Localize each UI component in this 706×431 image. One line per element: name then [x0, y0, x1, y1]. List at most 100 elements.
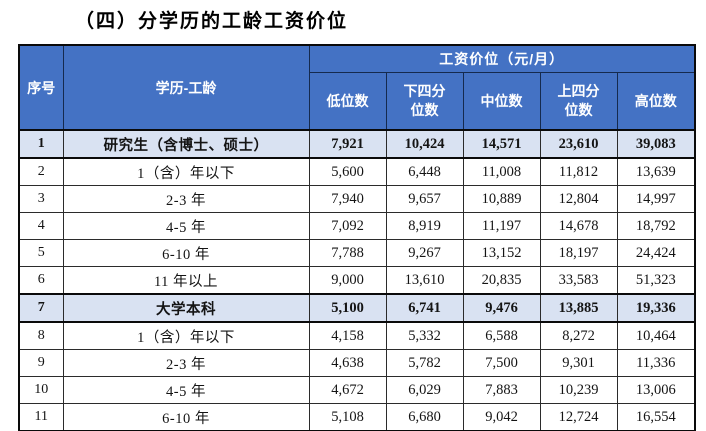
value-cell: 51,323	[616, 266, 696, 295]
table-body: 1 研究生（含博士、硕士） 7,921 10,424 14,571 23,610 39,08…	[18, 129, 696, 431]
col-header-stat-label: 下四分位数	[403, 83, 446, 118]
row-no-cell: 11	[18, 403, 64, 431]
row-no-cell: 2	[18, 157, 64, 186]
value-cell: 6,448	[385, 157, 464, 186]
value-cell: 9,476	[462, 293, 541, 323]
row-no-cell: 1	[18, 129, 64, 159]
value-cell: 4,638	[308, 349, 387, 377]
value-cell: 7,883	[462, 376, 541, 404]
value-cell: 14,571	[462, 129, 541, 159]
value-cell: 5,600	[308, 157, 387, 186]
value-cell: 10,424	[385, 129, 464, 159]
row-label-cell: 2-3 年	[62, 349, 310, 377]
row-label-cell: 大学本科	[62, 293, 310, 323]
table-row-7: 7 大学本科 5,100 6,741 9,476 13,885 19,336	[18, 293, 696, 323]
col-header-stat-2: 中位数	[462, 72, 541, 131]
table-header: 序号 学历-工龄 工资价位（元/月） 低位数 下四分位数 中位数 上四分位数 高位数	[18, 44, 696, 131]
table-row-8: 8 1（含）年以下 4,158 5,332 6,588 8,272 10,464	[18, 321, 696, 350]
value-cell: 33,583	[539, 266, 618, 295]
value-cell: 7,921	[308, 129, 387, 159]
row-no-cell: 5	[18, 239, 64, 267]
value-cell: 12,724	[539, 403, 618, 431]
value-cell: 10,239	[539, 376, 618, 404]
row-label-cell: 1（含）年以下	[62, 321, 310, 350]
table-row-11: 11 6-10 年 5,108 6,680 9,042 12,724 16,554	[18, 403, 696, 431]
value-cell: 13,006	[616, 376, 696, 404]
value-cell: 13,610	[385, 266, 464, 295]
col-header-stat-4: 高位数	[616, 72, 696, 131]
value-cell: 24,424	[616, 239, 696, 267]
value-cell: 13,639	[616, 157, 696, 186]
header-row-group: 序号 学历-工龄 工资价位（元/月）	[18, 44, 696, 131]
row-no-cell: 10	[18, 376, 64, 404]
value-cell: 11,336	[616, 349, 696, 377]
wage-table: 序号 学历-工龄 工资价位（元/月） 低位数 下四分位数 中位数 上四分位数 高位数 1…	[18, 44, 696, 431]
value-cell: 19,336	[616, 293, 696, 323]
value-cell: 4,158	[308, 321, 387, 350]
value-cell: 11,008	[462, 157, 541, 186]
table-row-6: 6 11 年以上 9,000 13,610 20,835 33,583 51,323	[18, 266, 696, 295]
value-cell: 13,152	[462, 239, 541, 267]
value-cell: 7,788	[308, 239, 387, 267]
col-header-wage-group: 工资价位（元/月）	[308, 44, 696, 73]
col-header-stat-0: 低位数	[308, 72, 387, 131]
col-header-stat-1: 下四分位数	[385, 72, 464, 131]
table-row-3: 3 2-3 年 7,940 9,657 10,889 12,804 14,997	[18, 185, 696, 213]
value-cell: 8,919	[385, 212, 464, 240]
value-cell: 9,267	[385, 239, 464, 267]
value-cell: 18,197	[539, 239, 618, 267]
value-cell: 10,889	[462, 185, 541, 213]
value-cell: 6,029	[385, 376, 464, 404]
row-no-cell: 9	[18, 349, 64, 377]
col-header-stat-3: 上四分位数	[539, 72, 618, 131]
value-cell: 14,678	[539, 212, 618, 240]
row-label-cell: 4-5 年	[62, 376, 310, 404]
value-cell: 7,940	[308, 185, 387, 213]
table-row-10: 10 4-5 年 4,672 6,029 7,883 10,239 13,006	[18, 376, 696, 404]
value-cell: 9,301	[539, 349, 618, 377]
row-no-cell: 4	[18, 212, 64, 240]
value-cell: 23,610	[539, 129, 618, 159]
value-cell: 6,741	[385, 293, 464, 323]
row-label-cell: 6-10 年	[62, 239, 310, 267]
value-cell: 12,804	[539, 185, 618, 213]
row-label-cell: 2-3 年	[62, 185, 310, 213]
table-row-4: 4 4-5 年 7,092 8,919 11,197 14,678 18,792	[18, 212, 696, 240]
col-header-stat-label: 高位数	[634, 92, 677, 109]
value-cell: 8,272	[539, 321, 618, 350]
row-no-cell: 8	[18, 321, 64, 350]
table-row-1: 1 研究生（含博士、硕士） 7,921 10,424 14,571 23,610 39,08…	[18, 129, 696, 159]
value-cell: 9,042	[462, 403, 541, 431]
value-cell: 6,680	[385, 403, 464, 431]
value-cell: 5,100	[308, 293, 387, 323]
table-row-5: 5 6-10 年 7,788 9,267 13,152 18,197 24,424	[18, 239, 696, 267]
value-cell: 9,000	[308, 266, 387, 295]
value-cell: 7,500	[462, 349, 541, 377]
value-cell: 7,092	[308, 212, 387, 240]
row-label-cell: 11 年以上	[62, 266, 310, 295]
value-cell: 10,464	[616, 321, 696, 350]
value-cell: 16,554	[616, 403, 696, 431]
row-label-cell: 4-5 年	[62, 212, 310, 240]
page-title: （四）分学历的工龄工资价位	[75, 11, 349, 32]
value-cell: 14,997	[616, 185, 696, 213]
row-no-cell: 7	[18, 293, 64, 323]
value-cell: 20,835	[462, 266, 541, 295]
value-cell: 13,885	[539, 293, 618, 323]
table-row-2: 2 1（含）年以下 5,600 6,448 11,008 11,812 13,639	[18, 157, 696, 186]
value-cell: 5,108	[308, 403, 387, 431]
row-no-cell: 3	[18, 185, 64, 213]
value-cell: 39,083	[616, 129, 696, 159]
value-cell: 6,588	[462, 321, 541, 350]
col-header-no: 序号	[18, 44, 64, 131]
row-no-cell: 6	[18, 266, 64, 295]
col-header-stat-label: 中位数	[480, 92, 523, 109]
row-label-cell: 6-10 年	[62, 403, 310, 431]
value-cell: 4,672	[308, 376, 387, 404]
col-header-stat-label: 低位数	[326, 92, 369, 109]
col-header-education-seniority: 学历-工龄	[62, 44, 310, 131]
value-cell: 11,197	[462, 212, 541, 240]
col-header-stat-label: 上四分位数	[557, 83, 600, 118]
value-cell: 11,812	[539, 157, 618, 186]
